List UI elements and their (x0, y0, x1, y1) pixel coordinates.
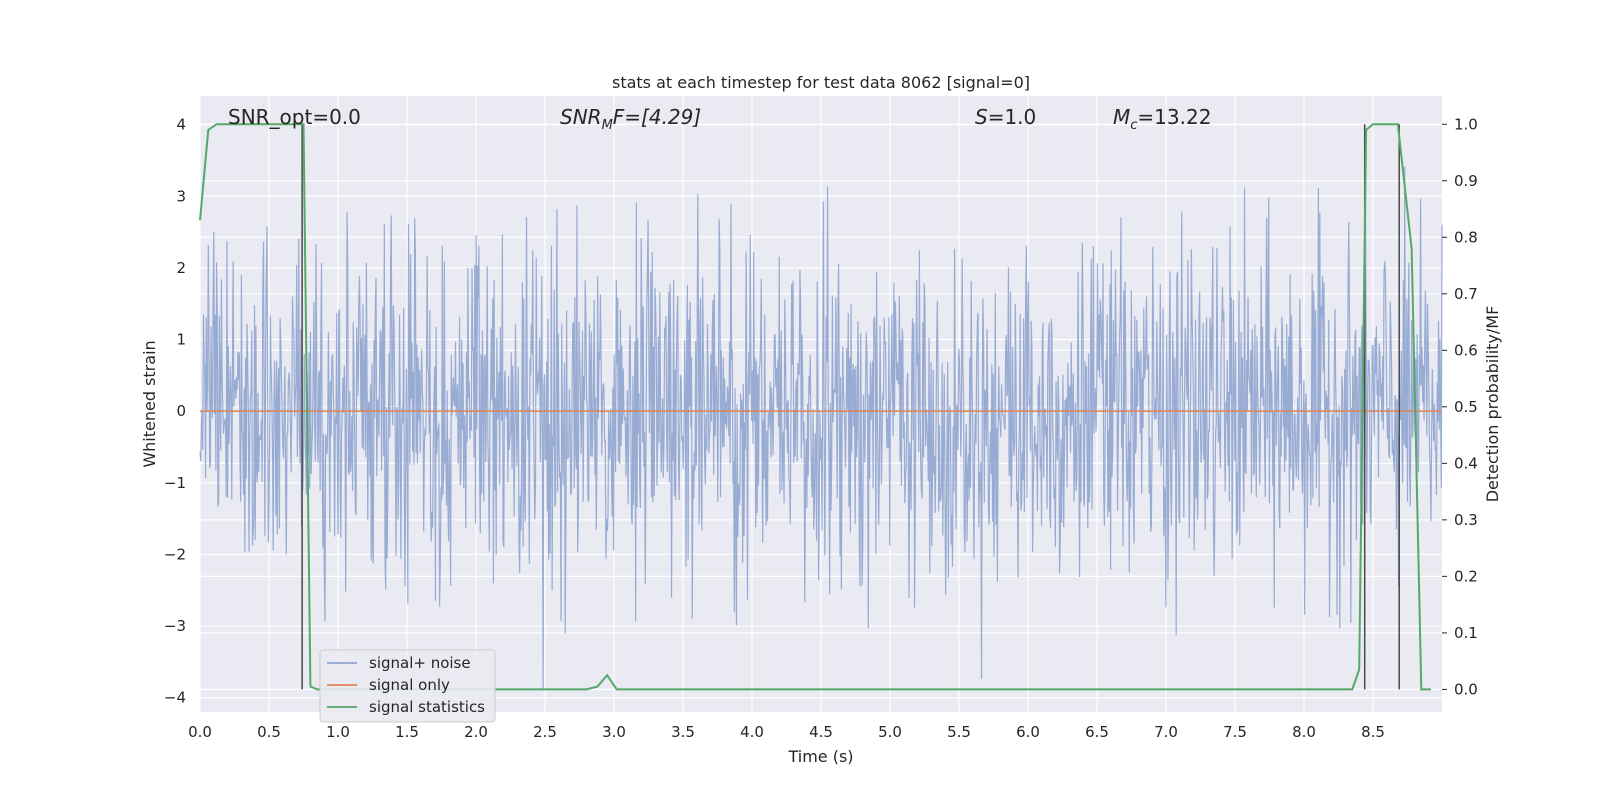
y-tick-label: 0 (176, 402, 186, 420)
annotation-snr-mf: SNRMF=[4.29] (560, 105, 701, 133)
y2-tick-label: 0.9 (1454, 172, 1478, 190)
y-tick-label: 1 (176, 331, 186, 349)
y2-tick-label: 0.8 (1454, 228, 1478, 246)
x-axis-label: Time (s) (787, 747, 853, 766)
mc-sub: c (1130, 118, 1137, 133)
legend-label-signal-noise: signal+ noise (369, 654, 471, 672)
y2-tick-label: 1.0 (1454, 115, 1478, 133)
signal-noise-line (199, 166, 1443, 691)
y-axis-ticks: 4 3 2 1 0 −1 −2 −3 −4 (164, 116, 186, 707)
y2-tick-label: 0.3 (1454, 511, 1478, 529)
y-tick-label: 4 (176, 116, 186, 134)
y-tick-label: 3 (176, 187, 186, 205)
legend-label-signal-only: signal only (369, 676, 450, 694)
x-tick-label: 6.0 (1016, 723, 1040, 741)
x-tick-label: 1.5 (395, 723, 419, 741)
y-tick-label: 2 (176, 259, 186, 277)
annotation-snr-opt: SNR_opt=0.0 (228, 105, 361, 129)
y2-tick-label: 0.1 (1454, 624, 1478, 642)
mc-tail: =13.22 (1137, 105, 1211, 129)
y-axis-label: Whitened strain (140, 340, 159, 467)
y2-tick-label: 0.4 (1454, 454, 1478, 472)
x-tick-label: 6.5 (1085, 723, 1109, 741)
x-tick-label: 0.5 (257, 723, 281, 741)
x-tick-label: 8.5 (1361, 723, 1385, 741)
signal-statistics-series (199, 123, 1431, 691)
legend-label-signal-statistics: signal statistics (369, 698, 485, 716)
grid (199, 96, 1442, 712)
y2-axis-ticks: 1.0 0.9 0.8 0.7 0.6 0.5 0.4 0.3 0.2 0.1 0.0 (1442, 115, 1478, 698)
mc-base: M (1113, 105, 1130, 129)
y-tick-label: −4 (164, 689, 186, 707)
signal-statistics-line (199, 123, 1431, 691)
y-tick-label: −3 (164, 617, 186, 635)
x-axis-ticks: 0.0 0.5 1.0 1.5 2.0 2.5 3.0 3.5 4.0 4.5 5.0 5.5 6.0 6… (188, 723, 1385, 741)
x-tick-label: 2.0 (464, 723, 488, 741)
annotation-s: S=1.0 (975, 105, 1036, 129)
x-tick-label: 0.0 (188, 723, 212, 741)
snr-mf-base: SNR (560, 105, 602, 129)
y2-tick-label: 0.7 (1454, 285, 1478, 303)
y2-tick-label: 0.5 (1454, 398, 1478, 416)
y2-axis-label: Detection probability/MF (1483, 306, 1502, 503)
y-tick-label: −2 (164, 545, 186, 563)
snr-mf-tail: F=[4.29] (613, 105, 701, 129)
y2-tick-label: 0.0 (1454, 680, 1478, 698)
annotation-mc: Mc=13.22 (1113, 105, 1211, 133)
x-tick-label: 5.5 (947, 723, 971, 741)
x-tick-label: 3.5 (671, 723, 695, 741)
x-tick-label: 1.0 (326, 723, 350, 741)
x-tick-label: 7.5 (1223, 723, 1247, 741)
y2-tick-label: 0.2 (1454, 567, 1478, 585)
x-tick-label: 2.5 (533, 723, 557, 741)
y2-tick-label: 0.6 (1454, 341, 1478, 359)
noise-series (199, 166, 1443, 691)
s-base: S (975, 105, 988, 129)
x-tick-label: 4.5 (809, 723, 833, 741)
y-tick-label: −1 (164, 474, 186, 492)
x-tick-label: 5.0 (878, 723, 902, 741)
legend: signal+ noise signal only signal statist… (319, 649, 496, 723)
chart-title: stats at each timestep for test data 806… (612, 73, 1030, 92)
x-tick-label: 4.0 (740, 723, 764, 741)
x-tick-label: 3.0 (602, 723, 626, 741)
x-tick-label: 7.0 (1154, 723, 1178, 741)
snr-mf-sub: M (602, 118, 613, 133)
legend-box (319, 649, 496, 723)
s-tail: =1.0 (988, 105, 1037, 129)
x-tick-label: 8.0 (1292, 723, 1316, 741)
